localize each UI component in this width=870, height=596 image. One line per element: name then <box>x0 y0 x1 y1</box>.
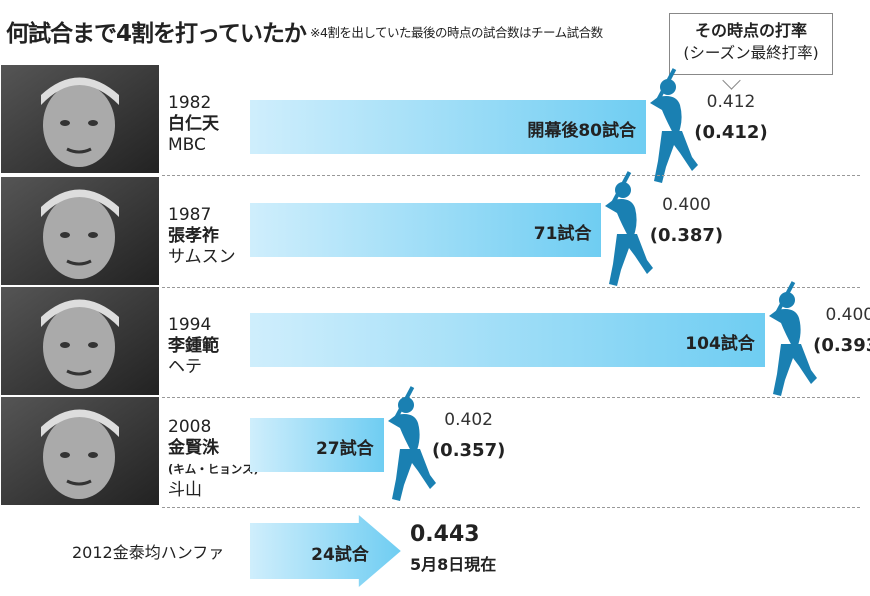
footnote: ※4割を出していた最後の時点の試合数はチーム試合数 <box>310 25 603 40</box>
player-photo <box>1 397 159 505</box>
current-games-label: 24試合 <box>311 545 369 565</box>
player-year: 1987 <box>168 205 212 225</box>
row-divider <box>162 287 860 288</box>
player-label: 1987 張孝祚 サムスン <box>168 205 236 268</box>
player-photo <box>1 65 159 173</box>
season-final-avg: (0.393) <box>813 335 870 356</box>
legend-box: その時点の打率 (シーズン最終打率) <box>669 13 833 75</box>
player-photo <box>1 287 159 395</box>
games-label: 71試合 <box>533 224 592 244</box>
player-photo <box>1 177 159 285</box>
player-name: 白仁天 <box>168 114 219 134</box>
player-year: 1994 <box>168 315 212 335</box>
batter-icon <box>581 168 661 288</box>
games-bar <box>250 100 646 154</box>
current-as-of: 5月8日現在 <box>410 555 497 574</box>
batter-icon <box>626 65 706 185</box>
player-name: 張孝祚 <box>168 226 219 246</box>
player-label: 1994 李鍾範 ヘテ <box>168 315 219 378</box>
avg-at-time: 0.412 <box>706 92 756 112</box>
row-divider <box>162 175 860 176</box>
player-name: 李鍾範 <box>168 336 219 356</box>
games-bar <box>250 313 765 367</box>
player-year: 2008 <box>168 417 212 437</box>
games-label: 104試合 <box>685 334 755 354</box>
games-label: 開幕後80試合 <box>527 121 636 141</box>
season-final-avg: (0.357) <box>431 440 506 461</box>
row-divider <box>162 397 860 398</box>
player-team: MBC <box>168 135 206 155</box>
player-team: 斗山 <box>168 480 202 500</box>
row-divider <box>162 507 860 508</box>
page-title: 何試合まで4割を打っていたか <box>6 21 307 47</box>
current-player-label: 2012金泰均ハンファ <box>72 543 225 562</box>
current-games-arrow <box>250 515 401 587</box>
season-final-avg: (0.412) <box>694 122 768 143</box>
avg-at-time: 0.402 <box>444 410 493 430</box>
batter-icon <box>745 278 825 398</box>
avg-at-time: 0.400 <box>662 195 711 215</box>
games-bar <box>250 203 602 257</box>
player-name-reading: (キム・ヒョンス) <box>168 462 259 476</box>
player-label: 2008 金賢洙 (キム・ヒョンス) 斗山 <box>168 417 259 501</box>
legend-line-2: (シーズン最終打率) <box>683 44 819 62</box>
avg-at-time: 0.400 <box>825 305 870 325</box>
batter-icon <box>364 383 444 503</box>
games-label: 27試合 <box>315 439 374 459</box>
games-bar <box>250 418 384 472</box>
legend-line-1: その時点の打率 <box>694 21 807 40</box>
player-name: 金賢洙 <box>168 438 219 458</box>
player-team: ヘテ <box>168 357 202 377</box>
player-team: サムスン <box>168 247 236 267</box>
current-avg: 0.443 <box>410 522 480 547</box>
player-label: 1982 白仁天 MBC <box>168 93 219 156</box>
player-year: 1982 <box>168 93 212 113</box>
season-final-avg: (0.387) <box>649 225 724 246</box>
